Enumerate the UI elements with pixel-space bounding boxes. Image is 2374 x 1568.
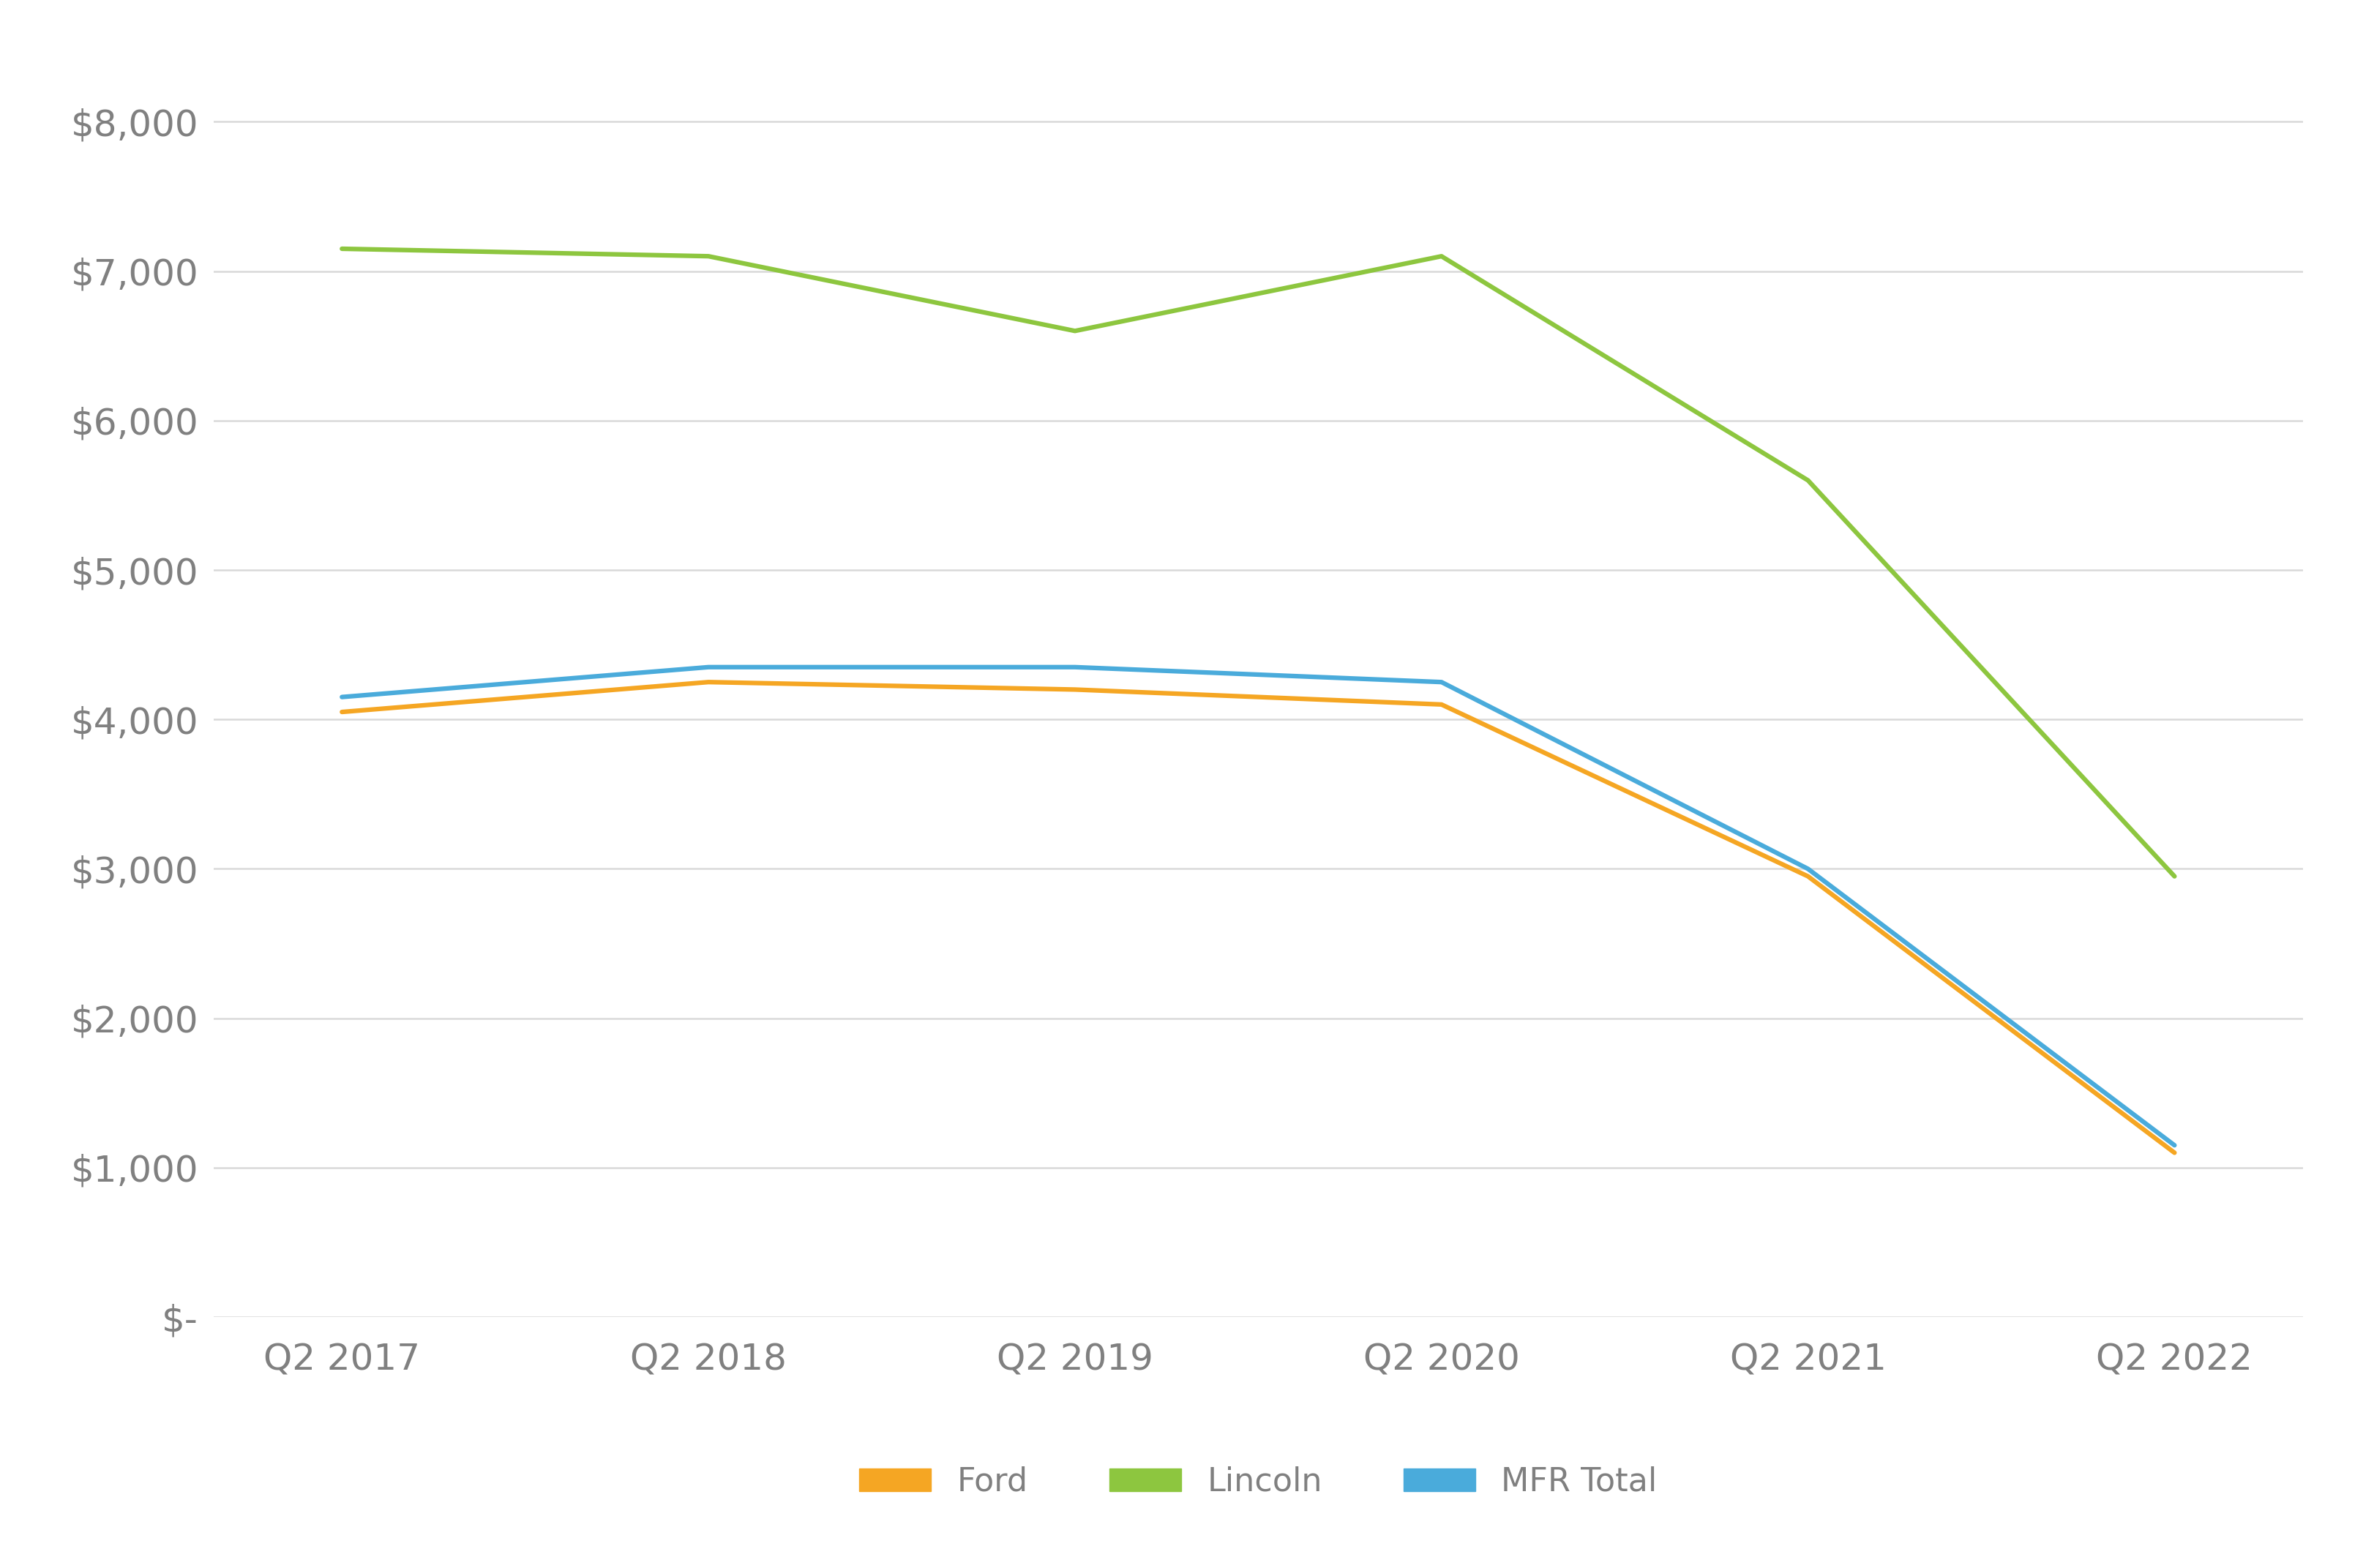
Legend: Ford, Lincoln, MFR Total: Ford, Lincoln, MFR Total: [859, 1466, 1657, 1497]
